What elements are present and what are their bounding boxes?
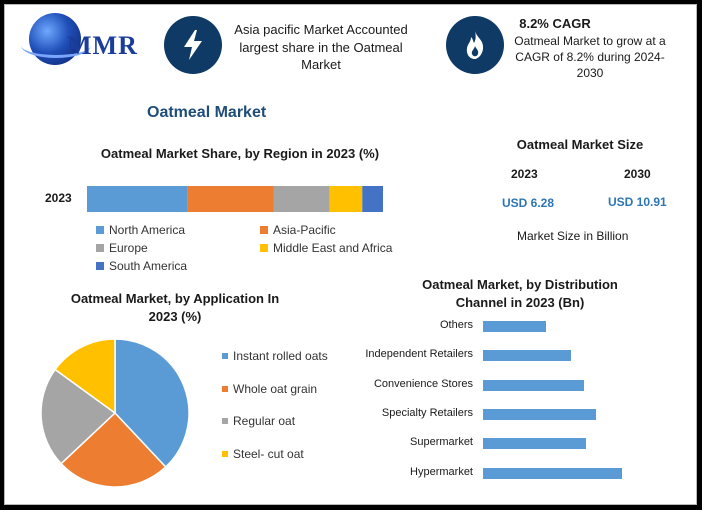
legend-swatch: [260, 226, 268, 234]
market-size-value-2023: USD 6.28: [502, 196, 555, 210]
pie-slice-instant-rolled-oats: [114, 338, 190, 469]
region-legend-item: North America: [96, 223, 185, 237]
flame-icon: [446, 16, 504, 74]
market-size-unit-note: Market Size in Billion: [517, 229, 629, 243]
region-legend-item: South America: [96, 259, 187, 273]
infographic-card: MMR Asia pacific Market Accounted larges…: [4, 4, 697, 505]
distribution-bar-hypermarket: [483, 467, 623, 479]
legend-swatch: [96, 244, 104, 252]
cagr-text: Oatmeal Market to grow at a CAGR of 8.2%…: [514, 34, 666, 81]
legend-swatch: [222, 450, 228, 457]
distribution-bar-independent-retailers: [483, 350, 571, 362]
legend-swatch: [96, 262, 104, 270]
region-stacked-bar-chart: [87, 186, 383, 212]
market-size-title: Oatmeal Market Size: [516, 137, 644, 152]
distribution-bar-others: [483, 321, 546, 332]
legend-swatch: [222, 353, 228, 359]
pie-slice-whole-oat-grain: [59, 411, 167, 488]
region-legend-item: Middle East and Africa: [260, 241, 392, 255]
legend-label: Steel- cut oat: [233, 446, 304, 461]
market-size-value-2030: USD 10.91: [608, 195, 667, 209]
legend-label: Whole oat grain: [233, 381, 318, 396]
page-title: Oatmeal Market: [147, 104, 267, 121]
application-legend-item: Instant rolled oats: [222, 349, 328, 363]
legend-swatch: [260, 244, 268, 252]
region-chart-category: 2023: [45, 191, 72, 205]
region-legend-item: Asia-Pacific: [260, 223, 336, 237]
application-legend-item: Whole oat grain: [222, 382, 317, 396]
application-chart-title: Oatmeal Market, by Application In 2023 (…: [70, 291, 280, 325]
region-bar-segment-asia-pacific: [187, 186, 274, 212]
distribution-category-label: Independent Retailers: [365, 348, 473, 361]
distribution-bar-convenience-stores: [483, 379, 584, 391]
legend-label: South America: [109, 259, 188, 273]
application-legend-item: Steel- cut oat: [222, 447, 304, 461]
region-chart-title: Oatmeal Market Share, by Region in 2023 …: [100, 146, 380, 161]
application-legend-item: Regular oat: [222, 414, 295, 428]
distribution-category-label: Others: [439, 319, 473, 331]
distribution-category-label: Hypermarket: [410, 465, 473, 478]
brand-name: MMR: [67, 31, 138, 60]
distribution-chart-title: Oatmeal Market, by Distribution Channel …: [422, 277, 618, 311]
legend-label: Instant rolled oats: [233, 349, 328, 363]
pie-slice-steel-cut-oat: [54, 338, 116, 415]
legend-label: Regular oat: [233, 414, 296, 428]
legend-swatch: [222, 385, 228, 392]
region-bar-segment-north-america: [87, 186, 188, 212]
mmr-logo: MMR: [5, 5, 155, 75]
region-bar-segment-middle-east-and-africa: [329, 186, 363, 212]
distribution-bar-supermarket: [483, 438, 586, 450]
legend-label: Asia-Pacific: [273, 223, 336, 237]
market-size-year-2030: 2030: [624, 167, 651, 181]
lightning-icon: [164, 16, 222, 74]
application-pie-chart: [40, 338, 190, 488]
distribution-category-label: Specialty Retailers: [381, 406, 473, 419]
market-size-year-2023: 2023: [511, 167, 538, 181]
legend-swatch: [96, 226, 104, 234]
cagr-title: 8.2% CAGR: [519, 16, 591, 31]
distribution-bar-specialty-retailers: [483, 408, 597, 420]
region-stat-text: Asia pacific Market Accounted largest sh…: [234, 22, 408, 73]
region-bar-segment-europe: [273, 186, 330, 212]
region-legend-item: Europe: [96, 241, 148, 255]
pie-slice-regular-oat: [40, 368, 117, 465]
distribution-category-label: Convenience Stores: [373, 377, 473, 390]
legend-swatch: [222, 418, 228, 424]
legend-label: North America: [109, 223, 186, 237]
distribution-category-label: Supermarket: [410, 436, 473, 449]
legend-label: Europe: [109, 241, 148, 255]
legend-label: Middle East and Africa: [273, 241, 393, 255]
region-bar-segment-south-america: [362, 186, 383, 212]
